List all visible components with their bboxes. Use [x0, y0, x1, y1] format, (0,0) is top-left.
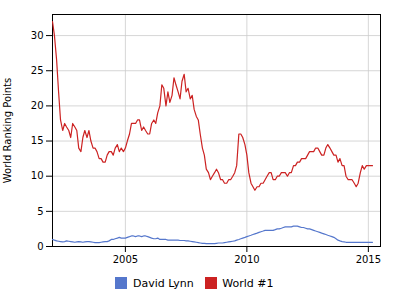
- svg-text:2015: 2015: [356, 254, 381, 265]
- svg-text:5: 5: [37, 206, 43, 217]
- svg-text:25: 25: [31, 65, 44, 76]
- svg-text:20: 20: [31, 100, 44, 111]
- svg-text:30: 30: [31, 30, 44, 41]
- svg-text:15: 15: [31, 135, 44, 146]
- html-text:David Lynn: David Lynn: [133, 276, 194, 290]
- svg-text:2005: 2005: [113, 254, 138, 265]
- svg-text:World Ranking Points: World Ranking Points: [2, 78, 13, 184]
- svg-text:0: 0: [37, 241, 43, 252]
- html-text:World #1: World #1: [222, 276, 274, 290]
- svg-text:10: 10: [31, 170, 44, 181]
- svg-text:2010: 2010: [234, 254, 259, 265]
